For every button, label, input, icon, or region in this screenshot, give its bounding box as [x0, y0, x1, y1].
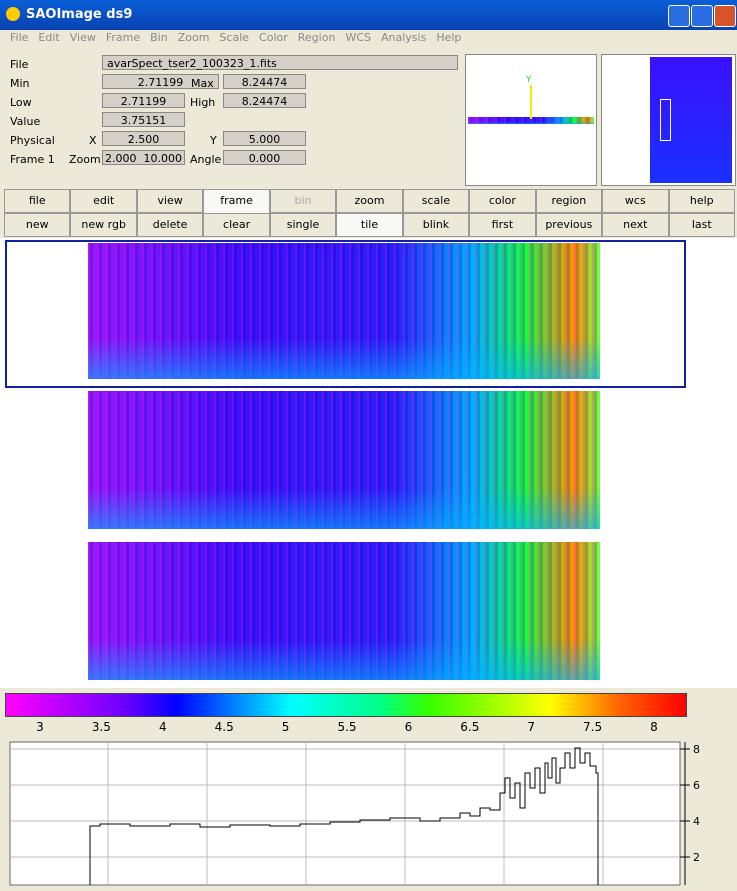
magnifier-box — [660, 99, 671, 141]
graph-tick-label: 6 — [693, 779, 700, 792]
button-bar: fileeditviewframebinzoomscalecolorregion… — [4, 189, 735, 213]
button[interactable]: new — [4, 213, 70, 237]
menu-item[interactable]: Help — [436, 31, 461, 49]
colorbar-tick-label: 4.5 — [204, 720, 244, 734]
field: 2.000 10.000 — [102, 150, 185, 165]
button[interactable]: previous — [536, 213, 602, 237]
button[interactable]: next — [602, 213, 668, 237]
frame-image — [88, 391, 600, 529]
panner-arrow — [530, 85, 532, 119]
button[interactable]: last — [669, 213, 735, 237]
button-bar: newnew rgbdeleteclearsingletileblinkfirs… — [4, 213, 735, 237]
field: 8.24474 — [223, 74, 306, 89]
button[interactable]: delete — [137, 213, 203, 237]
label: High — [190, 96, 215, 109]
button[interactable]: scale — [403, 189, 469, 213]
label: Zoom — [69, 153, 101, 166]
button[interactable]: frame — [203, 189, 269, 213]
button[interactable]: bin — [270, 189, 336, 213]
button[interactable]: new rgb — [70, 213, 136, 237]
button[interactable]: first — [469, 213, 535, 237]
field: 5.000 — [223, 131, 306, 146]
file-field: avarSpect_tser2_100323_1.fits — [102, 55, 458, 70]
title-bar: SAOImage ds9 — [0, 0, 737, 30]
menu-item[interactable]: Edit — [38, 31, 59, 49]
button[interactable]: view — [137, 189, 203, 213]
window-title: SAOImage ds9 — [26, 7, 132, 22]
label: Value — [10, 115, 40, 128]
colorbar-tick-label: 7 — [511, 720, 551, 734]
colorbar-tick-label: 5 — [266, 720, 306, 734]
graph: 8 6 4 2 — [0, 738, 737, 888]
button[interactable]: region — [536, 189, 602, 213]
button[interactable]: file — [4, 189, 70, 213]
image-area — [0, 238, 737, 688]
field: 2.71199 — [102, 93, 185, 108]
field: 0.000 — [223, 150, 306, 165]
colorbar-tick-label: 3 — [20, 720, 60, 734]
colorbar — [5, 693, 687, 717]
maximize-button[interactable] — [691, 5, 713, 27]
magnifier — [601, 54, 736, 186]
panner-label: Y — [526, 75, 532, 85]
label: Low — [10, 96, 32, 109]
colorbar-tick-label: 8 — [634, 720, 674, 734]
button[interactable]: blink — [403, 213, 469, 237]
label: File — [10, 58, 28, 71]
menu-item[interactable]: Region — [298, 31, 336, 49]
menu-item[interactable]: Analysis — [381, 31, 426, 49]
panner: Y X — [465, 54, 597, 186]
colorbar-tick-label: 3.5 — [81, 720, 121, 734]
label: Y — [210, 134, 217, 147]
frame-image — [88, 243, 600, 379]
label: Max — [191, 77, 214, 90]
menu-item[interactable]: Scale — [219, 31, 249, 49]
colorbar-tick-label: 6.5 — [450, 720, 490, 734]
button[interactable]: color — [469, 189, 535, 213]
menu-item[interactable]: Frame — [106, 31, 140, 49]
menu-item[interactable]: Zoom — [178, 31, 210, 49]
label: X — [89, 134, 97, 147]
menu-item[interactable]: Bin — [150, 31, 168, 49]
menu-item[interactable]: Color — [259, 31, 288, 49]
graph-tick-label: 2 — [693, 851, 700, 864]
button[interactable]: tile — [336, 213, 402, 237]
colorbar-tick-label: 4 — [143, 720, 183, 734]
frame-image — [88, 542, 600, 680]
menu-bar: File Edit View Frame Bin Zoom Scale Color Region… — [0, 31, 737, 49]
button[interactable]: single — [270, 213, 336, 237]
menu-item[interactable]: File — [10, 31, 28, 49]
button[interactable]: wcs — [602, 189, 668, 213]
graph-tick-label: 4 — [693, 815, 700, 828]
app-icon — [6, 7, 20, 21]
minimize-button[interactable] — [668, 5, 690, 27]
button[interactable]: edit — [70, 189, 136, 213]
field: 3.75151 — [102, 112, 185, 127]
label: Min — [10, 77, 30, 90]
label: Physical — [10, 134, 55, 147]
button[interactable]: clear — [203, 213, 269, 237]
field: 8.24474 — [223, 93, 306, 108]
label: Frame 1 — [10, 153, 55, 166]
menu-item[interactable]: View — [70, 31, 96, 49]
field: 2.500 — [102, 131, 185, 146]
info-panel: File avarSpect_tser2_100323_1.fits Min 2… — [0, 52, 462, 186]
graph-tick-label: 8 — [693, 743, 700, 756]
close-button[interactable] — [714, 5, 736, 27]
button[interactable]: zoom — [336, 189, 402, 213]
menu-item[interactable]: WCS — [345, 31, 371, 49]
panner-label: X — [566, 116, 572, 126]
colorbar-tick-label: 6 — [388, 720, 428, 734]
colorbar-tick-label: 7.5 — [573, 720, 613, 734]
colorbar-tick-label: 5.5 — [327, 720, 367, 734]
label: Angle — [190, 153, 221, 166]
button[interactable]: help — [669, 189, 735, 213]
